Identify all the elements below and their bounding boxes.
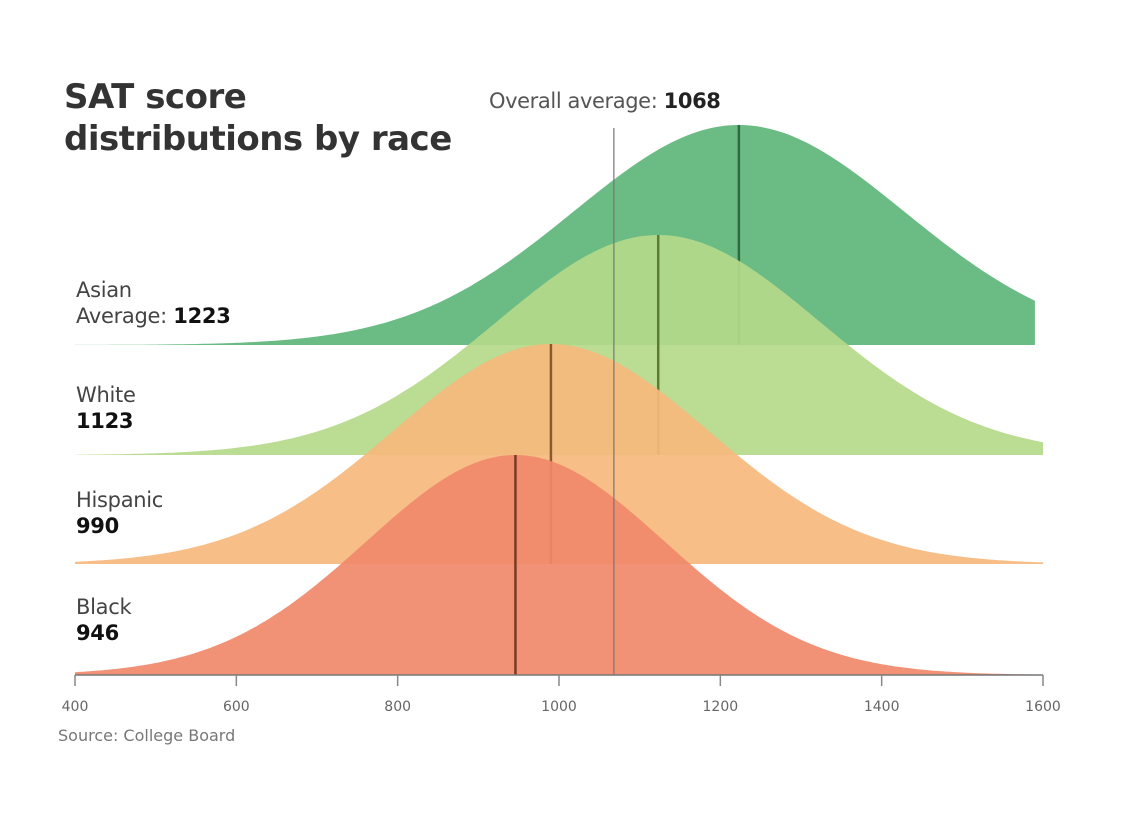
overall-average-annotation: Overall average: 1068	[489, 89, 721, 113]
average-value-black: 946	[76, 621, 119, 645]
group-name-asian: Asian	[76, 278, 132, 302]
density-area-black	[75, 455, 1043, 675]
ridge-black	[75, 455, 1043, 675]
chart-title-line-2: distributions by race	[64, 119, 452, 159]
x-tick-label: 1400	[864, 699, 900, 715]
chart-title-line-1: SAT score	[64, 77, 247, 117]
source-note: Source: College Board	[58, 726, 236, 745]
x-tick-label: 400	[62, 699, 89, 715]
x-tick-label: 600	[223, 699, 250, 715]
density-area-asian	[75, 125, 1035, 345]
average-value-hispanic: 990	[76, 514, 119, 538]
average-prefix: Average:	[76, 304, 174, 328]
overall-average-label: Overall average:	[489, 89, 658, 113]
group-name-hispanic: Hispanic	[76, 488, 164, 512]
x-tick-label: 1000	[541, 699, 577, 715]
group-average-asian: Average: 1223	[76, 303, 231, 329]
x-tick-label: 1600	[1025, 699, 1061, 715]
group-label-white: White 1123	[76, 382, 136, 434]
group-label-hispanic: Hispanic 990	[76, 487, 163, 539]
overall-average-value: 1068	[663, 89, 721, 113]
x-tick-label: 800	[384, 699, 411, 715]
group-name-black: Black	[76, 595, 132, 619]
chart-title: SAT score distributions by race	[64, 76, 452, 160]
density-area-hispanic	[75, 344, 1043, 564]
group-label-black: Black 946	[76, 594, 132, 646]
group-label-asian: Asian Average: 1223	[76, 277, 231, 329]
average-value-asian: 1223	[173, 304, 231, 328]
group-name-white: White	[76, 383, 136, 407]
x-tick-label: 1200	[703, 699, 739, 715]
average-value-white: 1123	[76, 409, 134, 433]
